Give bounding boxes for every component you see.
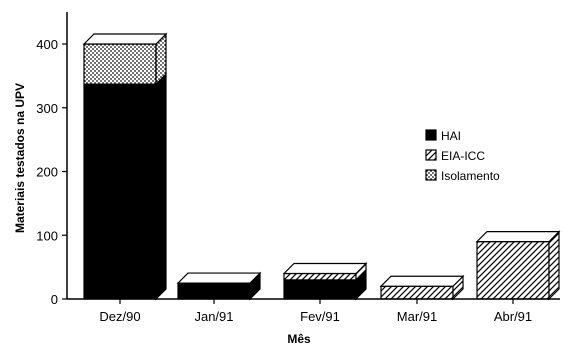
y-tick-label: 200	[36, 165, 58, 180]
y-tick-label: 400	[36, 37, 58, 52]
bar-front-face	[476, 241, 550, 300]
legend-label: Isolamento	[441, 169, 500, 183]
y-tick-label: 100	[36, 228, 58, 243]
bars-group	[82, 32, 561, 301]
legend-label: HAI	[441, 129, 461, 143]
bar-front-face	[177, 282, 251, 300]
x-tick-label: Dez/90	[99, 309, 140, 324]
legend-entry: Isolamento	[425, 169, 500, 183]
bar-side-face	[155, 72, 167, 301]
x-tick-label: Abr/91	[494, 309, 532, 324]
bar-top-face	[475, 231, 561, 243]
bar-top-face	[82, 33, 168, 45]
bar-segment	[379, 274, 465, 301]
bar-front-face	[283, 272, 357, 281]
bar-top-face	[176, 272, 262, 284]
axes	[66, 12, 560, 300]
bar-segment	[283, 268, 367, 301]
bar-front-face	[380, 285, 454, 300]
y-axis-title: Materiais testados na UPV	[13, 83, 27, 233]
legend-swatch	[425, 129, 437, 141]
bar-front-face	[83, 43, 157, 85]
legend-swatch	[425, 149, 437, 161]
legend-entry: EIA-ICC	[425, 149, 485, 163]
y-ticks: 0 100 200 300 400	[36, 37, 67, 307]
bar-front-face	[83, 83, 157, 300]
legend-label: EIA-ICC	[441, 149, 485, 163]
bar-side-face	[548, 230, 560, 301]
bar-front-face	[283, 279, 357, 300]
legend-swatch	[425, 169, 437, 181]
bar-segment	[82, 32, 168, 86]
bar-top-face	[282, 262, 368, 275]
bar-segment	[475, 230, 561, 301]
bar-segment	[282, 262, 368, 282]
bar-segment	[176, 271, 262, 301]
legend-entry: HAI	[425, 129, 461, 143]
legend: HAI EIA-ICC Isolamento	[425, 129, 500, 183]
x-tick-label: Jan/91	[194, 309, 233, 324]
x-axis-title: Mês	[287, 332, 311, 346]
x-tick-label: Mar/91	[397, 309, 437, 324]
x-tick-label: Fev/91	[300, 309, 340, 324]
y-tick-label: 0	[51, 292, 58, 307]
bar-top-face	[379, 275, 465, 287]
bar-segment	[83, 72, 167, 301]
y-tick-label: 300	[36, 101, 58, 116]
x-ticks: Dez/90 Jan/91 Fev/91 Mar/91 Abr/91	[99, 299, 532, 324]
